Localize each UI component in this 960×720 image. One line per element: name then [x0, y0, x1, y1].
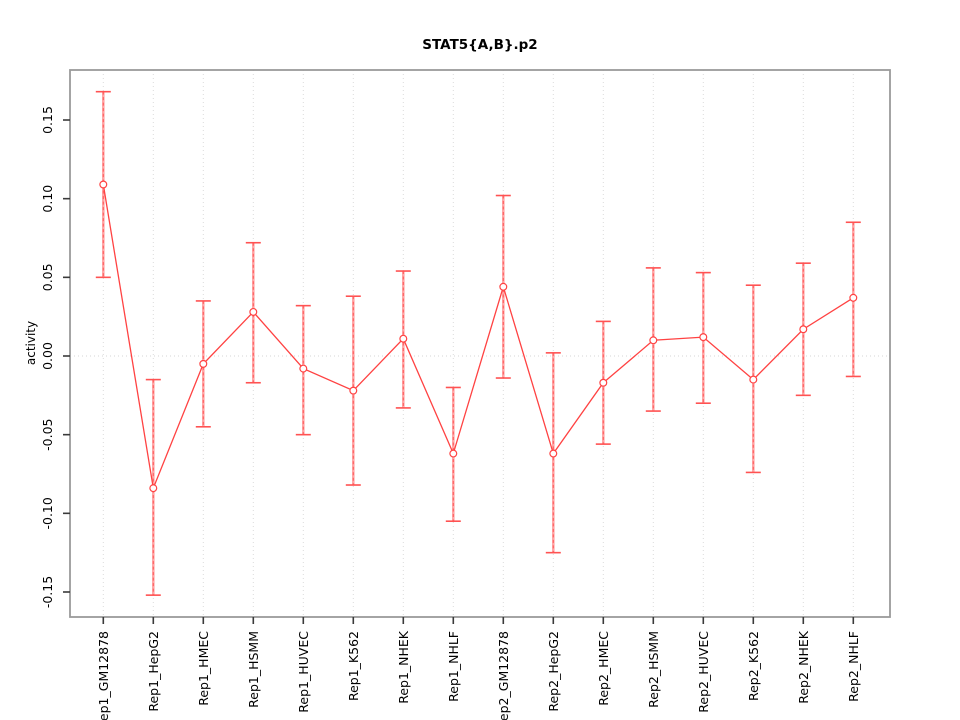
x-tick-label: Rep2_HMEC: [596, 631, 611, 706]
data-point: [549, 449, 558, 458]
data-point: [399, 334, 408, 343]
data-point: [299, 364, 308, 373]
data-point: [499, 282, 508, 291]
x-tick-label: Rep1_HSMM: [246, 631, 261, 708]
x-tick-label: Rep2_K562: [746, 631, 761, 701]
data-point: [149, 484, 158, 493]
x-tick-label: Rep2_HUVEC: [696, 631, 711, 713]
x-tick-label: Rep1_NHEK: [396, 630, 411, 704]
data-point: [99, 180, 108, 189]
data-point: [199, 359, 208, 368]
x-tick-label: Rep2_GM12878: [496, 631, 511, 720]
y-tick-label: 0.10: [40, 185, 55, 213]
x-tick-label: Rep2_NHEK: [796, 630, 811, 704]
data-point: [599, 378, 608, 387]
x-tick-label: Rep1_HepG2: [146, 631, 161, 712]
data-point: [799, 325, 808, 334]
x-tick-label: Rep2_HepG2: [546, 631, 561, 712]
y-tick-label: 0.15: [40, 106, 55, 134]
plot-frame: [69, 69, 891, 618]
chart-title: STAT5{A,B}.p2: [422, 37, 538, 53]
x-tick-label: Rep2_HSMM: [646, 631, 661, 708]
series-line: [102, 184, 854, 491]
x-tick-label: Rep1_HUVEC: [296, 631, 311, 713]
data-point: [849, 293, 858, 302]
data-point: [649, 336, 658, 345]
y-tick-label: -0.15: [40, 576, 55, 608]
data-point: [249, 307, 258, 316]
y-tick-label: -0.10: [40, 497, 55, 529]
y-tick-label: 0.00: [40, 342, 55, 370]
x-tick-label: Rep1_NHLF: [446, 631, 461, 702]
y-tick-label: -0.05: [40, 418, 55, 450]
x-tick-label: Rep2_NHLF: [846, 631, 861, 702]
y-tick-label: 0.05: [40, 263, 55, 291]
data-point: [449, 449, 458, 458]
data-point: [349, 386, 358, 395]
x-tick-label: Rep1_GM12878: [96, 631, 111, 720]
x-tick-label: Rep1_K562: [346, 631, 361, 701]
x-tick-label: Rep1_HMEC: [196, 631, 211, 706]
data-point: [699, 333, 708, 342]
data-point: [749, 375, 758, 384]
